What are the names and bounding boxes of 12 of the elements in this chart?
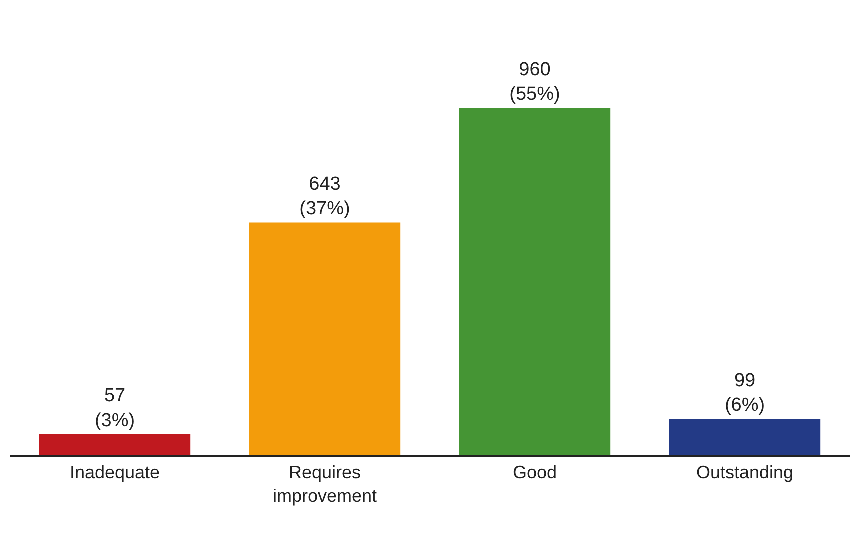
data-label: 99 (6%) — [724, 370, 766, 416]
x-tick-label: Outstanding — [696, 462, 794, 482]
bar — [249, 222, 401, 455]
x-tick-label: Requires improvement — [272, 462, 378, 506]
bar — [459, 108, 611, 455]
data-label: 57 (3%) — [94, 386, 136, 432]
data-label: 960 (55%) — [510, 60, 560, 106]
data-label: 643 (37%) — [300, 174, 350, 220]
x-tick-label: Inadequate — [70, 462, 160, 482]
bar — [669, 419, 821, 455]
x-tick-label: Good — [512, 462, 558, 482]
bar — [39, 434, 191, 455]
